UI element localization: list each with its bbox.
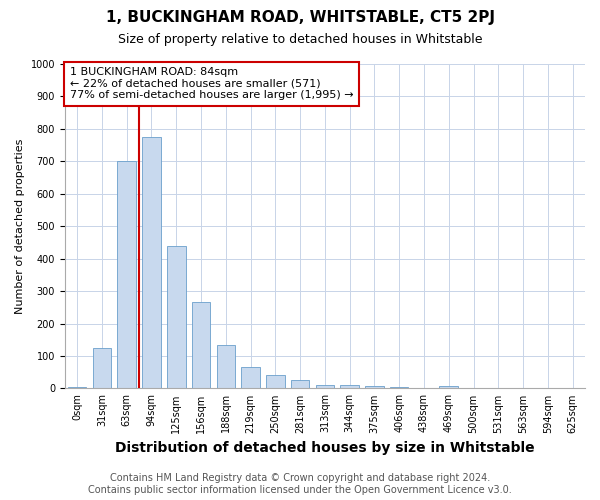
Text: 1 BUCKINGHAM ROAD: 84sqm
← 22% of detached houses are smaller (571)
77% of semi-: 1 BUCKINGHAM ROAD: 84sqm ← 22% of detach… [70,67,353,100]
Bar [439,386,458,388]
Y-axis label: Number of detached properties: Number of detached properties [15,138,25,314]
Text: Contains HM Land Registry data © Crown copyright and database right 2024.
Contai: Contains HM Land Registry data © Crown c… [88,474,512,495]
Text: Size of property relative to detached houses in Whitstable: Size of property relative to detached ho… [118,32,482,46]
Bar [340,385,359,388]
Bar [365,386,384,388]
Bar [241,368,260,388]
Bar [167,246,185,388]
Bar [291,380,310,388]
Bar [316,385,334,388]
X-axis label: Distribution of detached houses by size in Whitstable: Distribution of detached houses by size … [115,441,535,455]
Bar [92,348,111,389]
Text: 1, BUCKINGHAM ROAD, WHITSTABLE, CT5 2PJ: 1, BUCKINGHAM ROAD, WHITSTABLE, CT5 2PJ [106,10,494,25]
Bar [217,344,235,389]
Bar [118,162,136,388]
Bar [266,376,284,388]
Bar [142,137,161,388]
Bar [192,302,211,388]
